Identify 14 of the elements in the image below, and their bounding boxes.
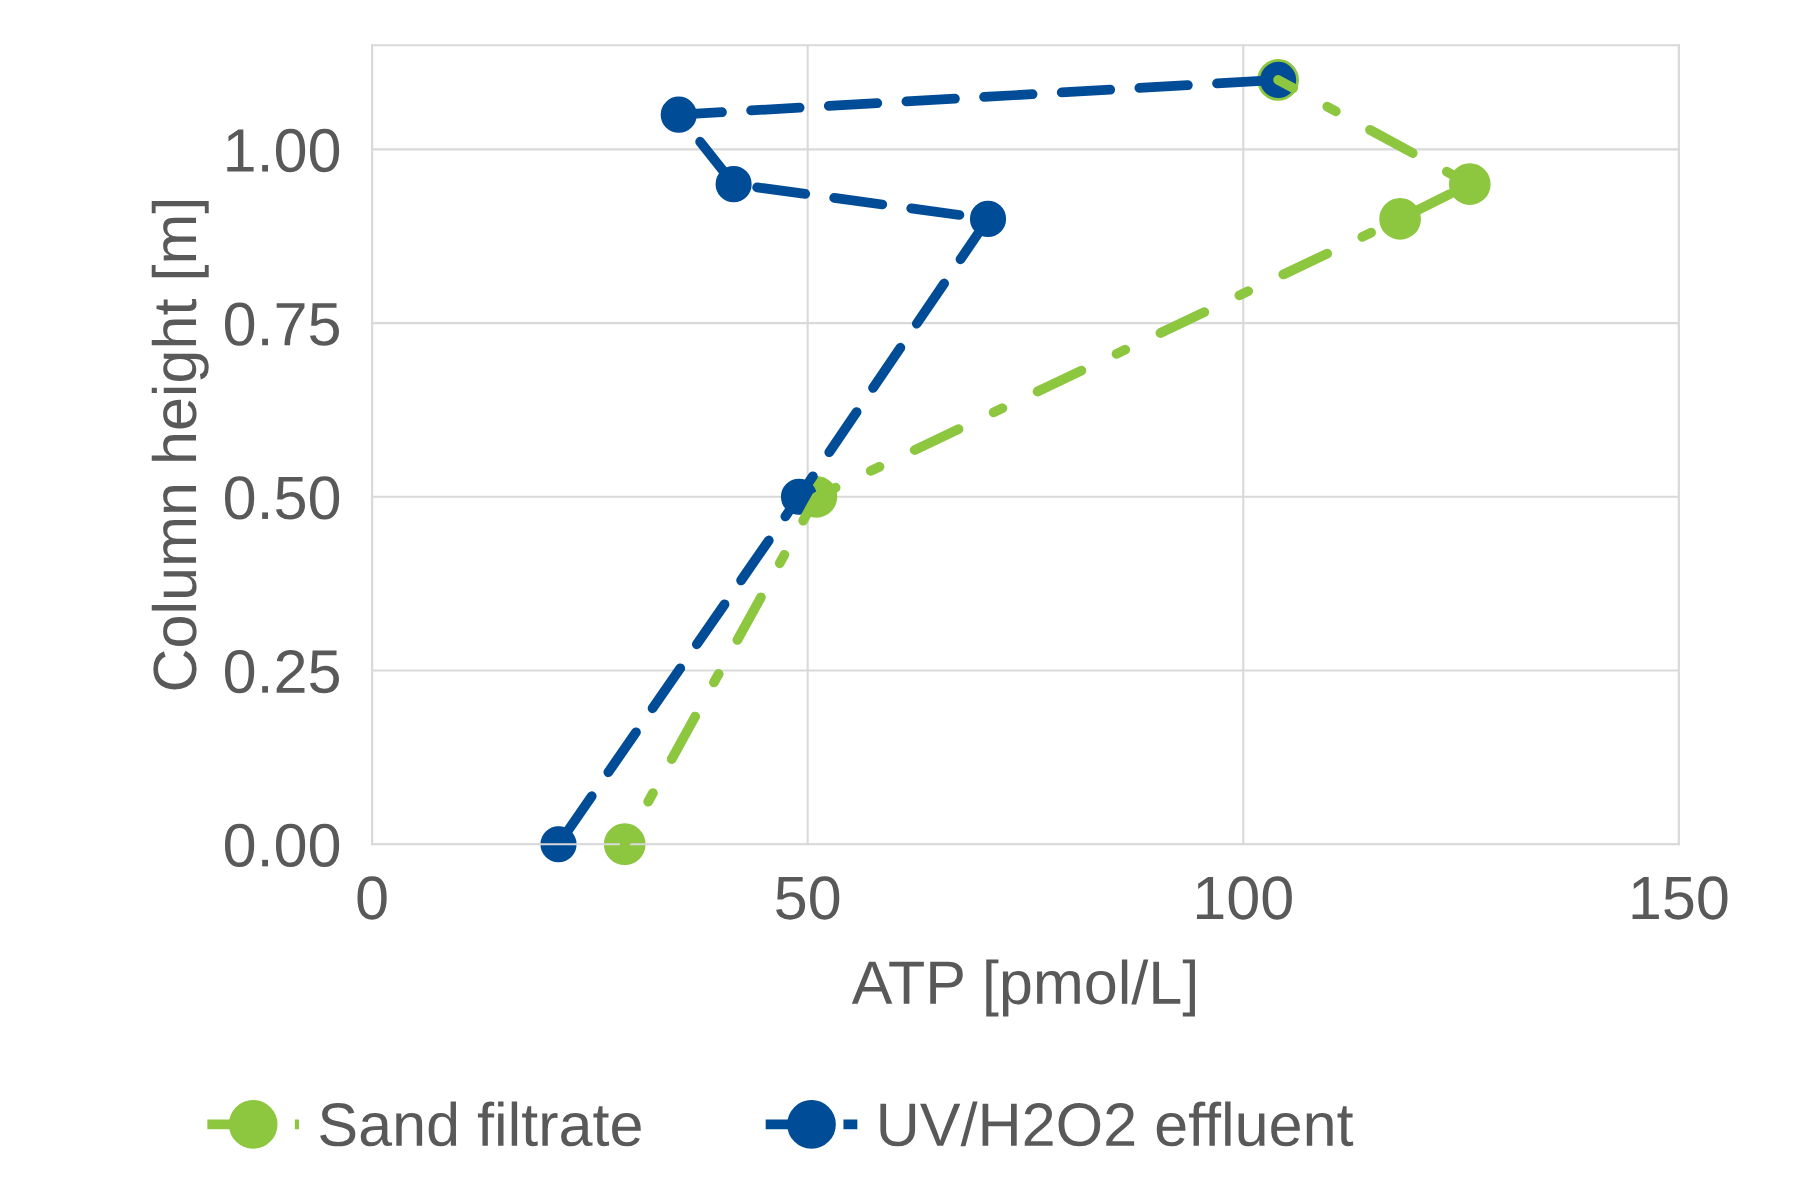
y-tick-label: 1.00 bbox=[227, 128, 340, 173]
y-tick-label: 0.50 bbox=[224, 476, 340, 520]
x-tick-label: 150 bbox=[1632, 876, 1728, 920]
x-tick-label: 0 bbox=[357, 876, 387, 920]
legend-label: Sand filtrate bbox=[320, 1101, 641, 1147]
y-tick-label: 0.25 bbox=[224, 649, 339, 694]
x-tick-label: 100 bbox=[1196, 876, 1292, 920]
y-tick-label: 0.00 bbox=[224, 823, 340, 867]
y-tick-label: 0.75 bbox=[224, 302, 339, 346]
x-tick-label: 50 bbox=[776, 876, 840, 920]
point bbox=[1448, 163, 1491, 205]
legend-label: UV/H2O2 effluent bbox=[880, 1101, 1354, 1147]
y-axis-title: Column height [m] bbox=[151, 201, 209, 690]
x-axis-title: ATP [pmol/L] bbox=[851, 959, 1195, 1017]
